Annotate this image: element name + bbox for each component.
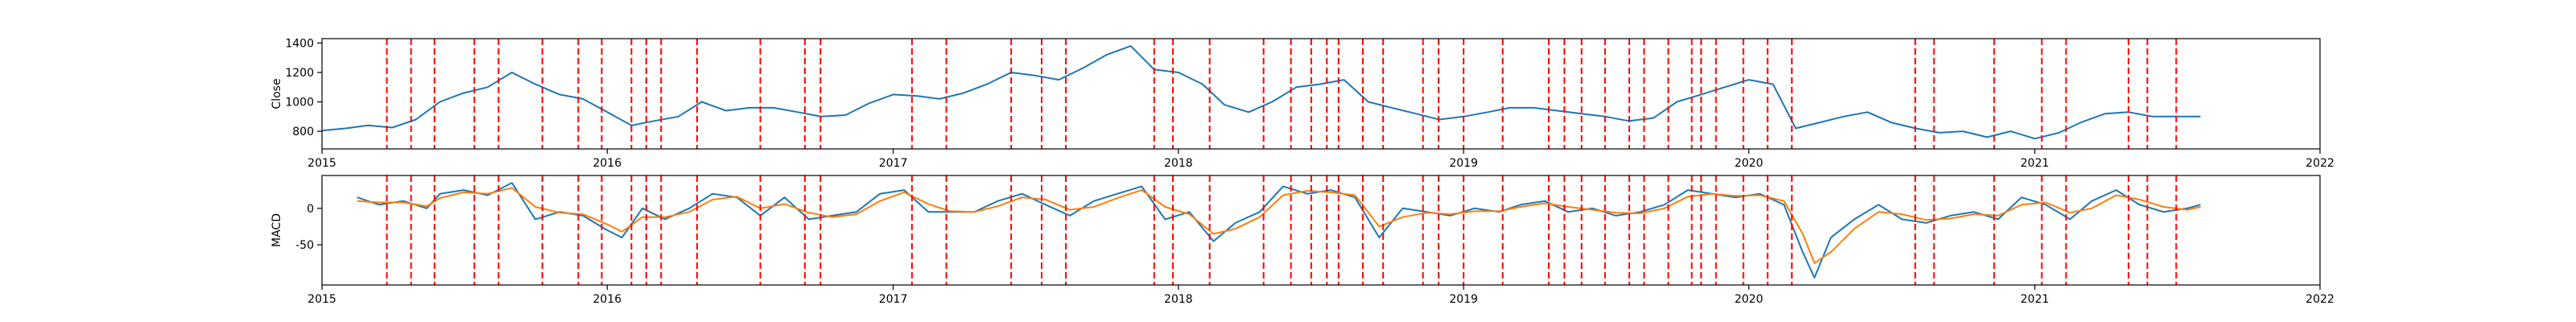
x-tick-label: 2021 <box>2021 293 2050 306</box>
x-tick-label: 2015 <box>308 157 336 170</box>
x-tick-label: 2017 <box>879 293 908 306</box>
x-tick-label: 2015 <box>308 293 336 306</box>
x-tick-label: 2022 <box>2306 157 2334 170</box>
x-tick-label: 2016 <box>592 157 621 170</box>
y-axis-label: Close <box>270 78 283 109</box>
series-line-2 <box>357 187 2201 264</box>
close-price-panel: 2015 2016 2017 2018 2019 2020 2021 2022 800 1000 1… <box>270 37 2334 170</box>
x-tick-label: 2018 <box>1164 157 1193 170</box>
x-tick-label: 2017 <box>879 157 908 170</box>
x-tick-label: 2020 <box>1735 293 1764 306</box>
x-tick-label: 2022 <box>2306 293 2334 306</box>
x-tick-label: 2018 <box>1164 293 1193 306</box>
x-tick-label: 2020 <box>1735 157 1764 170</box>
macd-panel: 2015 2016 2017 2018 2019 2020 2021 2022 -50 0 MACD <box>270 175 2334 306</box>
y-tick-label: 1000 <box>285 97 314 109</box>
x-tick-label: 2019 <box>1449 157 1478 170</box>
y-axis-label: MACD <box>270 213 283 247</box>
y-tick-label: 1200 <box>285 67 314 80</box>
x-tick-label: 2021 <box>2021 157 2050 170</box>
x-tick-label: 2019 <box>1449 293 1478 306</box>
y-tick-label: 0 <box>307 203 314 216</box>
axes-frame <box>321 38 2321 150</box>
y-tick-label: 800 <box>292 126 314 138</box>
series-line-1 <box>321 45 2201 140</box>
axes-frame <box>321 175 2321 286</box>
y-tick-label: 1400 <box>285 37 314 50</box>
series-line-1 <box>357 182 2201 279</box>
x-tick-label: 2016 <box>592 293 621 306</box>
y-tick-label: -50 <box>295 239 314 252</box>
